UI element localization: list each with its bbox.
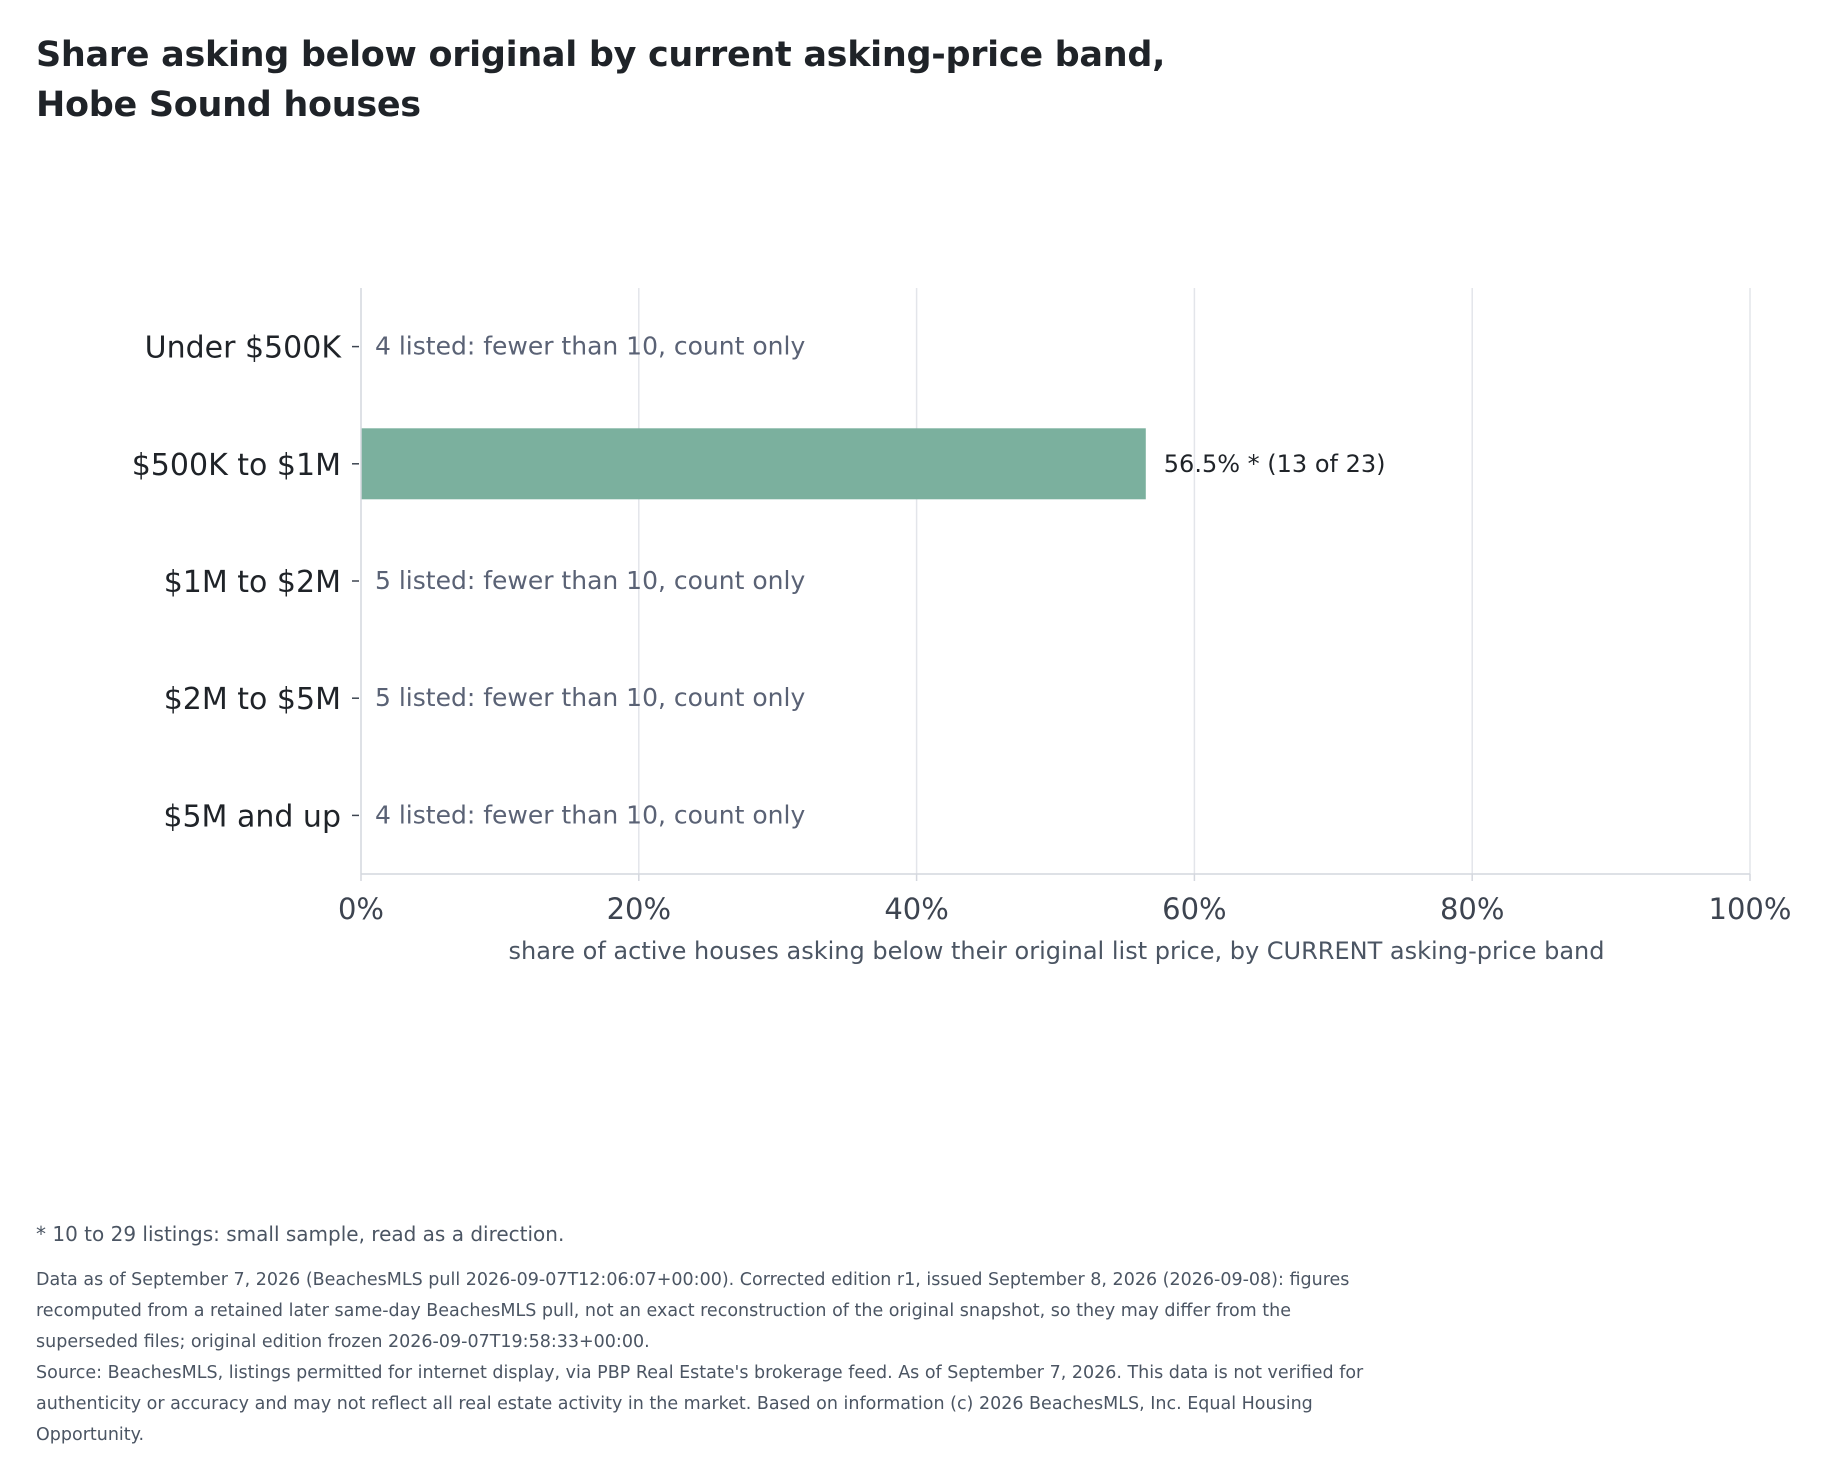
source-note: Source: BeachesMLS, listings permitted f… — [36, 1363, 1364, 1445]
category-label: $500K to $1M — [132, 448, 341, 483]
source-notes: Data as of September 7, 2026 (BeachesMLS… — [36, 1265, 1376, 1451]
count-only-note: 4 listed: fewer than 10, count only — [375, 332, 805, 361]
bar-1 — [361, 428, 1146, 500]
x-axis-label: share of active houses asking below thei… — [509, 937, 1605, 965]
x-tick-label: 80% — [1440, 892, 1504, 926]
small-sample-footnote: * 10 to 29 listings: small sample, read … — [36, 1222, 565, 1246]
count-only-note: 4 listed: fewer than 10, count only — [375, 800, 805, 829]
category-label: Under $500K — [145, 331, 343, 366]
x-tick-label: 60% — [1162, 892, 1226, 926]
bar-value-label: 56.5% * (13 of 23) — [1164, 450, 1386, 478]
count-only-note: 5 listed: fewer than 10, count only — [375, 683, 805, 712]
x-tick-label: 40% — [884, 892, 948, 926]
category-label: $5M and up — [163, 799, 341, 834]
chart-title: Share asking below original by current a… — [36, 35, 1166, 125]
labels: 0% 20% 40% 60% 80% 100% share of active houses… — [132, 331, 1792, 965]
bar-chart: 0% 20% 40% 60% 80% 100% share of active houses… — [132, 288, 1792, 965]
bars — [361, 428, 1146, 500]
gridlines — [638, 288, 1751, 874]
x-tick-label: 20% — [607, 892, 671, 926]
category-label: $2M to $5M — [164, 682, 341, 717]
x-tick-label: 100% — [1709, 892, 1792, 926]
count-only-note: 5 listed: fewer than 10, count only — [375, 566, 805, 595]
x-tick-label: 0% — [338, 892, 384, 926]
category-label: $1M to $2M — [164, 565, 341, 600]
axes — [352, 288, 1751, 881]
data-note: Data as of September 7, 2026 (BeachesMLS… — [36, 1270, 1350, 1352]
